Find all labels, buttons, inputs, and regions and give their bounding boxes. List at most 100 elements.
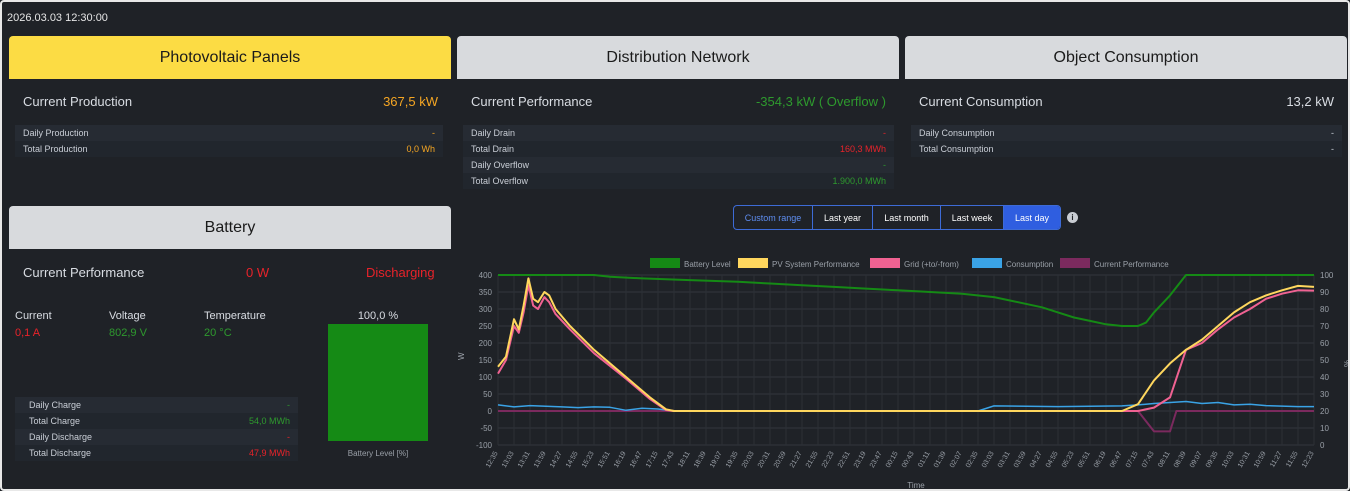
table-row: Total Drain 160,3 MWh xyxy=(463,141,894,157)
y-right-tick-label: 70 xyxy=(1320,322,1329,331)
last-day-button[interactable]: Last day xyxy=(1004,206,1060,229)
consumption-stats: Daily Consumption - Total Consumption - xyxy=(911,125,1342,157)
x-tick-label: 07:15 xyxy=(1125,450,1140,469)
x-tick-label: 19:07 xyxy=(709,450,724,469)
y-left-tick-label: -100 xyxy=(476,441,493,450)
x-tick-label: 20:03 xyxy=(741,450,756,469)
x-tick-label: 00:43 xyxy=(901,450,916,469)
y-left-tick-label: 400 xyxy=(479,271,493,280)
grid-main-value: -354,3 kW ( Overflow ) xyxy=(755,94,886,109)
y-right-tick-label: 50 xyxy=(1320,356,1329,365)
y-right-tick-label: 30 xyxy=(1320,390,1329,399)
x-tick-label: 21:55 xyxy=(805,450,820,469)
consumption-main-label: Current Consumption xyxy=(919,94,1043,109)
x-tick-label: 23:47 xyxy=(869,450,884,469)
table-row: Daily Discharge - xyxy=(15,429,298,445)
x-tick-label: 16:47 xyxy=(629,450,644,469)
energy-chart: Battery Level PV System Performance Grid (… xyxy=(458,258,1348,489)
table-row: Daily Drain - xyxy=(463,125,894,141)
x-tick-label: 09:35 xyxy=(1205,450,1220,469)
x-tick-label: 17:43 xyxy=(661,450,676,469)
table-row: Daily Consumption - xyxy=(911,125,1342,141)
legend-label: Battery Level xyxy=(684,260,731,269)
consumption-main-value: 13,2 kW xyxy=(1286,94,1334,109)
battery-stats: Daily Charge - Total Charge 54,0 MWh Daily… xyxy=(15,397,298,461)
x-tick-label: 21:27 xyxy=(789,450,804,469)
pv-panel-header[interactable]: Photovoltaic Panels xyxy=(9,36,451,79)
x-tick-label: 09:07 xyxy=(1189,450,1204,469)
x-tick-label: 23:19 xyxy=(853,450,868,469)
x-tick-label: 19:35 xyxy=(725,450,740,469)
x-tick-label: 10:03 xyxy=(1221,450,1236,469)
battery-voltage-label: Voltage xyxy=(109,310,146,322)
grid-panel-header[interactable]: Distribution Network xyxy=(457,36,899,79)
legend-swatch xyxy=(870,258,900,268)
battery-level-bar xyxy=(328,324,428,441)
pv-stats: Daily Production - Total Production 0,0 Wh xyxy=(15,125,443,157)
y-left-tick-label: 250 xyxy=(479,322,493,331)
x-tick-label: 01:39 xyxy=(933,450,948,469)
y-left-tick-label: 200 xyxy=(479,339,493,348)
x-tick-label: 20:59 xyxy=(773,450,788,469)
y-right-axis-label: % xyxy=(1342,360,1348,367)
y-left-axis-label: W xyxy=(458,352,466,360)
x-tick-label: 14:27 xyxy=(549,450,564,469)
battery-level-text: 100,0 % xyxy=(357,310,399,322)
x-tick-label: 12:35 xyxy=(485,450,500,469)
battery-panel-header[interactable]: Battery xyxy=(9,206,451,249)
grid-current-performance: Current Performance -354,3 kW ( Overflow… xyxy=(471,94,886,109)
last-week-button[interactable]: Last week xyxy=(941,206,1004,229)
x-tick-label: 05:23 xyxy=(1061,450,1076,469)
battery-main-value: 0 W xyxy=(246,265,270,280)
x-tick-label: 03:31 xyxy=(997,450,1012,469)
x-tick-label: 11:55 xyxy=(1285,450,1300,468)
battery-temperature-label: Temperature xyxy=(204,310,266,322)
info-icon[interactable]: i xyxy=(1067,212,1078,223)
x-tick-label: 13:31 xyxy=(517,450,532,469)
x-tick-label: 14:55 xyxy=(565,450,580,469)
table-row: Total Production 0,0 Wh xyxy=(15,141,443,157)
battery-level-axis-label: Battery Level [%] xyxy=(347,449,409,458)
x-tick-label: 13:03 xyxy=(501,450,516,469)
last-month-button[interactable]: Last month xyxy=(873,206,941,229)
consumption-panel-header[interactable]: Object Consumption xyxy=(905,36,1347,79)
x-tick-label: 07:43 xyxy=(1141,450,1156,469)
legend-label: Current Performance xyxy=(1094,260,1169,269)
legend-swatch xyxy=(972,258,1002,268)
table-row: Total Overflow 1.900,0 MWh xyxy=(463,173,894,189)
series-line-battery-level xyxy=(498,274,1314,327)
y-left-tick-label: 50 xyxy=(483,390,492,399)
y-right-tick-label: 20 xyxy=(1320,407,1329,416)
grid-main-label: Current Performance xyxy=(471,94,593,109)
y-left-tick-label: 0 xyxy=(488,407,493,416)
battery-level-fill xyxy=(328,324,428,441)
table-row: Total Discharge 47,9 MWh xyxy=(15,445,298,461)
legend-swatch xyxy=(650,258,680,268)
x-tick-label: 05:51 xyxy=(1077,450,1092,469)
range-button-group: Custom range Last year Last month Last w… xyxy=(733,205,1061,230)
x-tick-label: 06:47 xyxy=(1109,450,1124,469)
legend-label: PV System Performance xyxy=(772,260,860,269)
x-tick-label: 20:31 xyxy=(757,450,772,469)
x-tick-label: 15:51 xyxy=(597,450,612,469)
pv-main-label: Current Production xyxy=(23,94,133,109)
x-tick-label: 00:15 xyxy=(885,450,900,469)
table-row: Total Charge 54,0 MWh xyxy=(15,413,298,429)
x-tick-label: 10:31 xyxy=(1237,450,1252,469)
last-year-button[interactable]: Last year xyxy=(813,206,873,229)
x-tick-label: 18:39 xyxy=(693,450,708,469)
series-line-consumption xyxy=(497,400,1314,412)
legend-swatch xyxy=(738,258,768,268)
grid-stats: Daily Drain - Total Drain 160,3 MWh Daily … xyxy=(463,125,894,189)
table-row: Daily Production - xyxy=(15,125,443,141)
pv-current-production: Current Production 367,5 kW xyxy=(23,94,438,109)
current-consumption: Current Consumption 13,2 kW xyxy=(919,94,1334,109)
y-left-tick-label: 300 xyxy=(479,305,493,314)
table-row: Daily Charge - xyxy=(15,397,298,413)
custom-range-button[interactable]: Custom range xyxy=(734,206,813,229)
y-right-tick-label: 40 xyxy=(1320,373,1329,382)
x-tick-label: 08:11 xyxy=(1157,450,1172,468)
x-tick-label: 16:19 xyxy=(613,450,628,469)
battery-temperature-value: 20 °C xyxy=(204,327,232,339)
x-tick-label: 04:55 xyxy=(1045,450,1060,469)
